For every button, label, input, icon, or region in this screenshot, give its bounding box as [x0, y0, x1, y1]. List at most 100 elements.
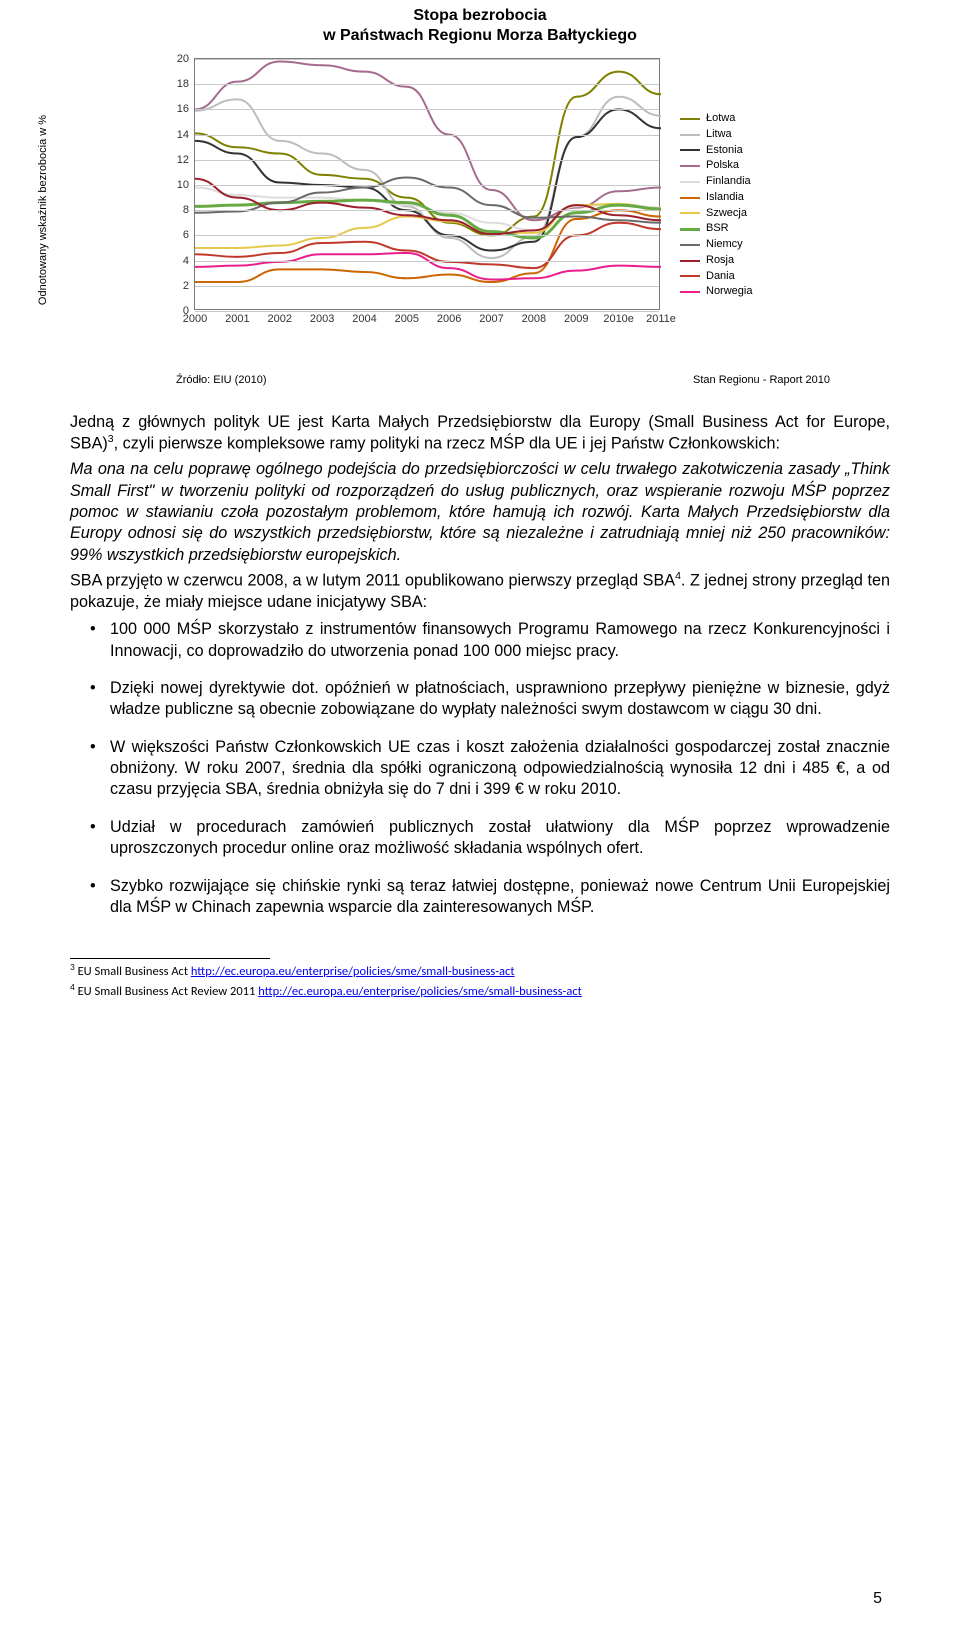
chart-report: Stan Regionu - Raport 2010	[693, 374, 830, 386]
fn3-link[interactable]: http://ec.europa.eu/enterprise/policies/…	[191, 964, 515, 979]
fn4-text: EU Small Business Act Review 2011	[75, 984, 258, 999]
list-item: 100 000 MŚP skorzystało z instrumentów f…	[70, 619, 890, 662]
legend-swatch	[680, 212, 700, 214]
legend-swatch	[680, 275, 700, 277]
gridline	[195, 210, 659, 211]
legend-item: Finlandia	[680, 175, 752, 189]
x-tick-label: 2009	[564, 313, 588, 325]
list-item: Szybko rozwijające się chińskie rynki są…	[70, 876, 890, 919]
y-axis-title: Odnotowany wskaźnik bezrobocia w %	[37, 115, 49, 305]
y-tick-label: 2	[183, 280, 189, 292]
x-tick-label: 2005	[395, 313, 419, 325]
chart-title-line2: w Państwach Regionu Morza Bałtyckiego	[323, 27, 637, 44]
gridline	[195, 235, 659, 236]
y-tick-label: 8	[183, 204, 189, 216]
y-tick-label: 6	[183, 229, 189, 241]
x-tick-label: 2001	[225, 313, 249, 325]
legend-label: Polska	[706, 159, 739, 173]
y-tick-label: 4	[183, 255, 189, 267]
gridline	[195, 135, 659, 136]
legend-label: Islandia	[706, 191, 744, 205]
legend-label: Niemcy	[706, 238, 743, 252]
x-tick-label: 2002	[267, 313, 291, 325]
fn3-text: EU Small Business Act	[75, 964, 191, 979]
legend-item: Niemcy	[680, 238, 752, 252]
y-tick-label: 20	[177, 53, 189, 65]
x-tick-label: 2004	[352, 313, 376, 325]
legend-item: Dania	[680, 270, 752, 284]
x-tick-label: 2003	[310, 313, 334, 325]
legend-item: Litwa	[680, 128, 752, 142]
series-line-Litwa	[195, 97, 661, 258]
chart-plot: 0246810121416182020002001200220032004200…	[194, 58, 660, 310]
legend-label: Norwegia	[706, 285, 752, 299]
legend-item: Rosja	[680, 254, 752, 268]
legend-item: Norwegia	[680, 285, 752, 299]
list-item: W większości Państw Członkowskich UE cza…	[70, 737, 890, 801]
legend-swatch	[680, 149, 700, 151]
chart-area: Odnotowany wskaźnik bezrobocia w % 02468…	[120, 50, 840, 370]
x-tick-label: 2008	[522, 313, 546, 325]
legend-label: Finlandia	[706, 175, 751, 189]
legend-swatch	[680, 181, 700, 183]
document-body: Jedną z głównych polityk UE jest Karta M…	[70, 412, 890, 918]
x-tick-label: 2000	[183, 313, 207, 325]
legend-swatch	[680, 228, 700, 231]
legend-swatch	[680, 244, 700, 246]
legend-label: Szwecja	[706, 207, 747, 221]
paragraph-2: SBA przyjęto w czerwcu 2008, a w lutym 2…	[70, 570, 890, 613]
x-tick-label: 2006	[437, 313, 461, 325]
y-tick-label: 12	[177, 154, 189, 166]
gridline	[195, 109, 659, 110]
chart-legend: Łotwa Litwa EstoniaPolska Finlandia Islandia…	[680, 110, 752, 301]
footnote-3: 3 EU Small Business Act http://ec.europa…	[70, 961, 890, 981]
list-item: Udział w procedurach zamówień publicznyc…	[70, 817, 890, 860]
fn4-link[interactable]: http://ec.europa.eu/enterprise/policies/…	[258, 984, 582, 999]
x-tick-label: 2007	[479, 313, 503, 325]
y-tick-label: 18	[177, 78, 189, 90]
legend-label: Dania	[706, 270, 735, 284]
chart-source: Źródło: EIU (2010)	[176, 374, 266, 386]
legend-item: Polska	[680, 159, 752, 173]
x-tick-label: 2011e	[646, 313, 676, 325]
gridline	[195, 160, 659, 161]
page-number: 5	[873, 1590, 882, 1608]
footnotes-rule	[70, 958, 270, 959]
gridline	[195, 59, 659, 60]
gridline	[195, 261, 659, 262]
quote-paragraph: Ma ona na celu poprawę ogólnego podejści…	[70, 459, 890, 566]
y-tick-label: 10	[177, 179, 189, 191]
chart-footer: Źródło: EIU (2010) Stan Regionu - Raport…	[120, 374, 840, 386]
unemployment-chart: Stopa bezrobocia w Państwach Regionu Mor…	[120, 6, 840, 386]
legend-label: Estonia	[706, 144, 743, 158]
legend-swatch	[680, 134, 700, 136]
footnote-4: 4 EU Small Business Act Review 2011 http…	[70, 981, 890, 1001]
legend-swatch	[680, 118, 700, 120]
legend-swatch	[680, 291, 700, 293]
chart-title: Stopa bezrobocia w Państwach Regionu Mor…	[120, 6, 840, 46]
gridline	[195, 311, 659, 312]
legend-swatch	[680, 165, 700, 167]
footnotes: 3 EU Small Business Act http://ec.europa…	[70, 961, 890, 1001]
gridline	[195, 185, 659, 186]
para2-prefix: SBA przyjęto w czerwcu 2008, a w lutym 2…	[70, 571, 675, 589]
legend-label: Rosja	[706, 254, 734, 268]
legend-item: Łotwa	[680, 112, 752, 126]
y-tick-label: 14	[177, 129, 189, 141]
legend-item: Islandia	[680, 191, 752, 205]
gridline	[195, 286, 659, 287]
legend-swatch	[680, 197, 700, 199]
para1-suffix: , czyli pierwsze kompleksowe ramy polity…	[114, 435, 780, 453]
x-tick-label: 2010e	[603, 313, 634, 325]
legend-item: Szwecja	[680, 207, 752, 221]
list-item: Dzięki nowej dyrektywie dot. opóźnień w …	[70, 678, 890, 721]
gridline	[195, 84, 659, 85]
legend-label: Litwa	[706, 128, 732, 142]
y-tick-label: 16	[177, 103, 189, 115]
legend-item: Estonia	[680, 144, 752, 158]
legend-label: BSR	[706, 222, 729, 236]
legend-item: BSR	[680, 222, 752, 236]
legend-swatch	[680, 260, 700, 262]
bullet-list: 100 000 MŚP skorzystało z instrumentów f…	[70, 619, 890, 918]
chart-title-line1: Stopa bezrobocia	[413, 7, 546, 24]
